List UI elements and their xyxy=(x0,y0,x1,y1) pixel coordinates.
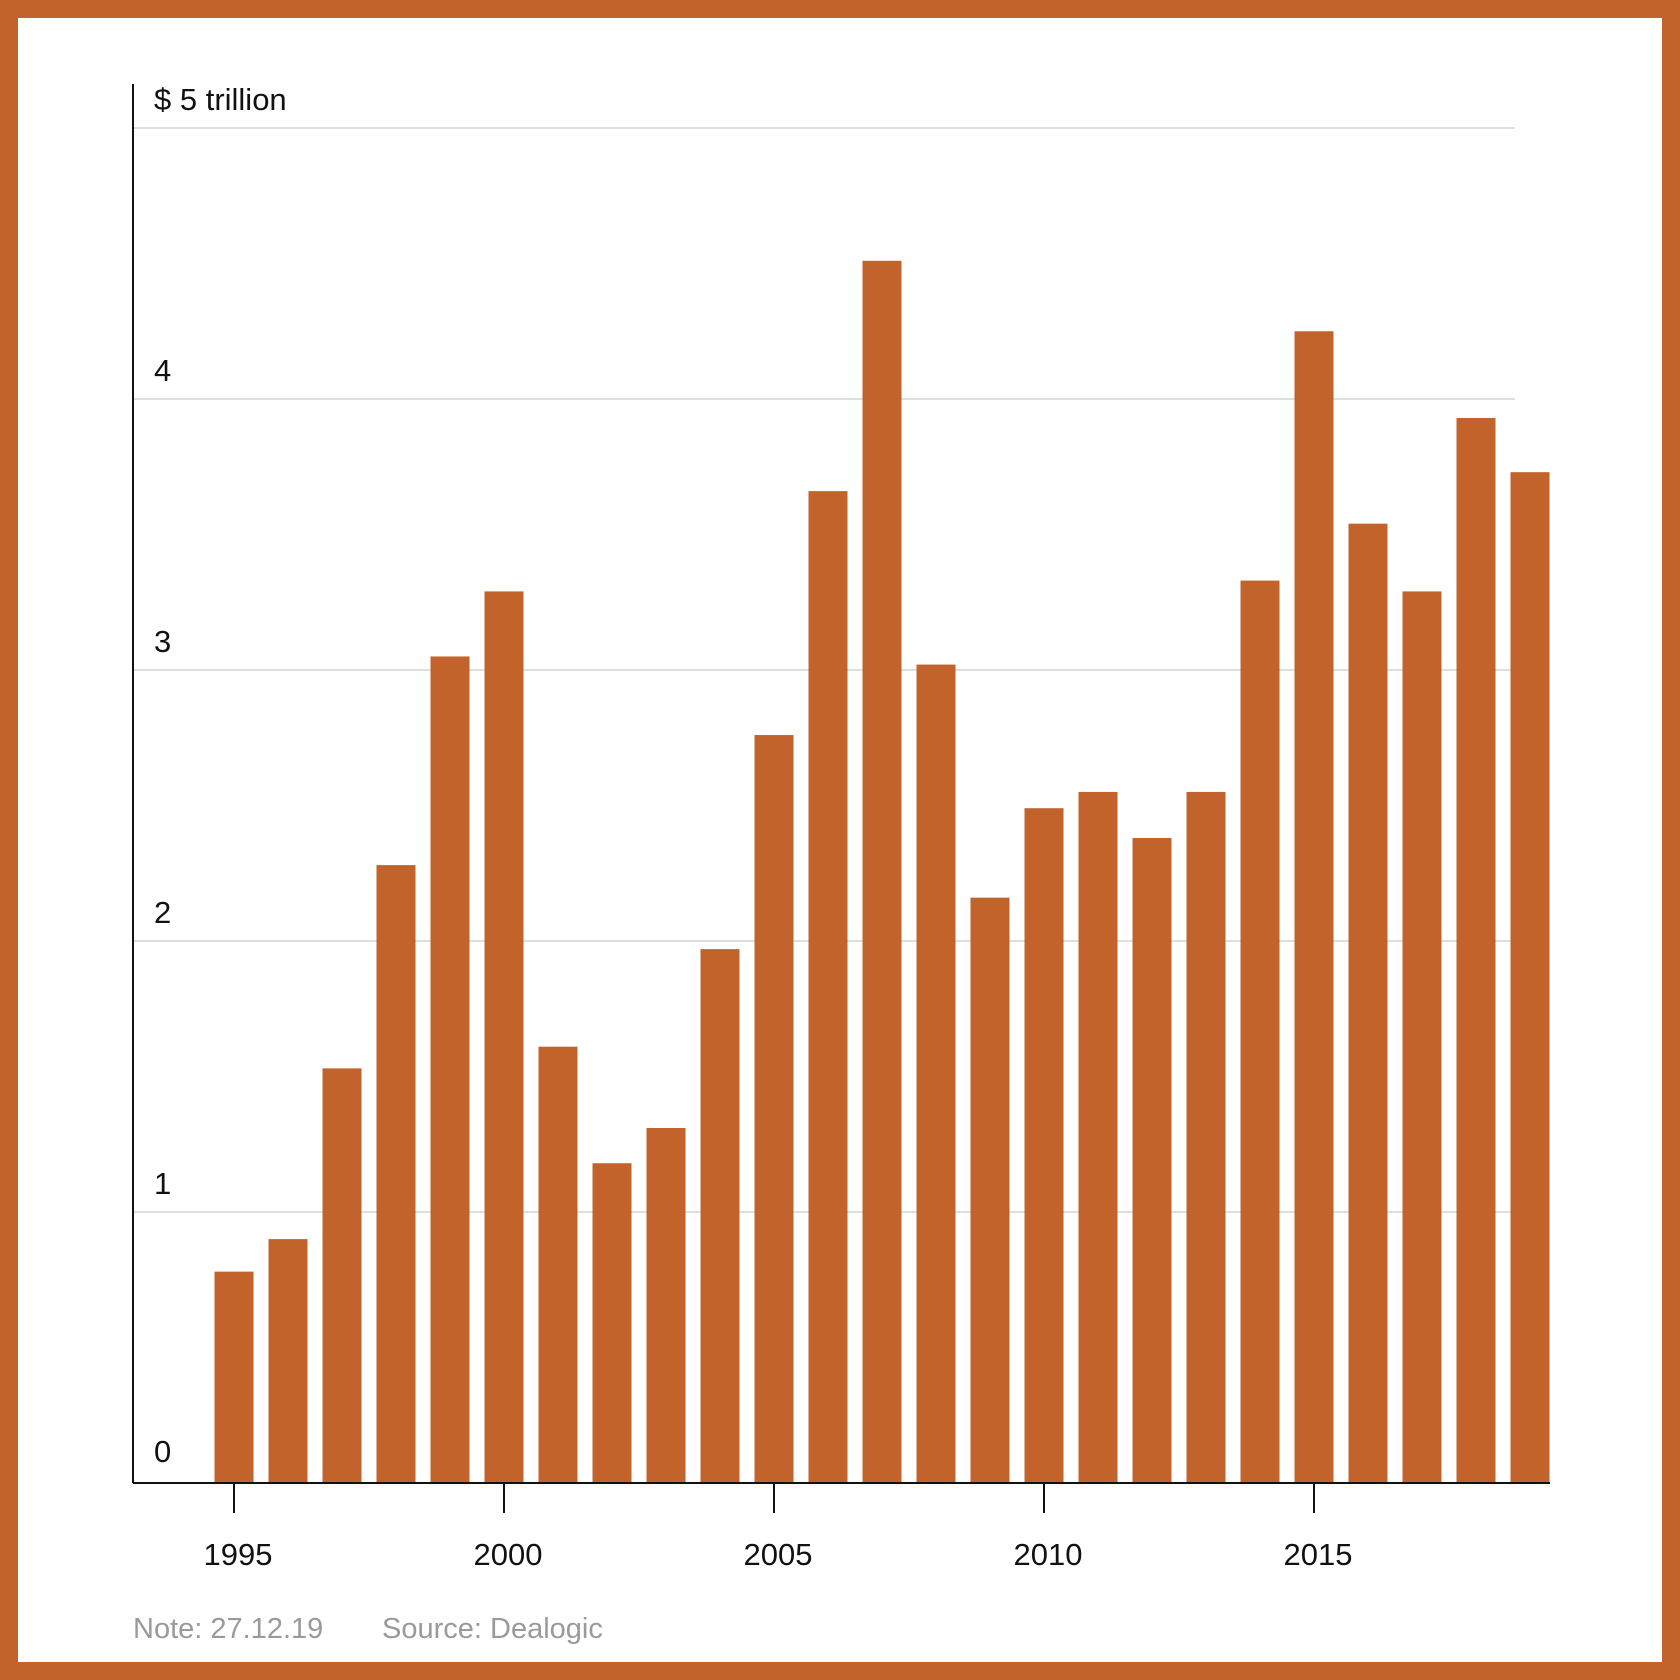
bar-2009 xyxy=(970,897,1010,1483)
bars xyxy=(214,260,1550,1484)
bar-2017 xyxy=(1402,591,1442,1483)
bar-1997 xyxy=(322,1068,362,1483)
bar-1999 xyxy=(430,656,470,1483)
bar-2003 xyxy=(646,1127,686,1483)
bar-2018 xyxy=(1456,417,1496,1484)
y-tick-label: 0 xyxy=(154,1434,171,1469)
x-tick-label: 2015 xyxy=(1284,1537,1353,1572)
bar-2004 xyxy=(700,949,740,1483)
bar-2011 xyxy=(1078,791,1118,1483)
y-tick-label: 1 xyxy=(154,1166,171,1201)
footer-source: Source: Dealogic xyxy=(382,1613,603,1645)
bar-2012 xyxy=(1132,838,1172,1483)
bar-1998 xyxy=(376,865,416,1483)
y-tick-label: $ 5 trillion xyxy=(154,82,287,117)
bar-2015 xyxy=(1294,331,1334,1483)
y-tick-labels: 0 1 2 3 4 $ 5 trillion xyxy=(154,82,287,1469)
bar-2019 xyxy=(1510,472,1550,1483)
bar-2005 xyxy=(754,735,794,1483)
x-tick-label: 1995 xyxy=(204,1537,273,1572)
bar-1995 xyxy=(214,1271,254,1483)
bar-2000 xyxy=(484,591,524,1483)
y-tick-label: 4 xyxy=(154,353,171,388)
y-tick-label: 2 xyxy=(154,895,171,930)
bar-2001 xyxy=(538,1046,578,1483)
bar-2008 xyxy=(916,664,956,1483)
bar-2006 xyxy=(808,491,848,1483)
footer-note: Note: 27.12.19 xyxy=(133,1613,323,1645)
bar-2002 xyxy=(592,1163,632,1483)
x-tick-labels: 1995 2000 2005 2010 2015 xyxy=(204,1483,1353,1572)
bar-2007 xyxy=(862,260,902,1483)
y-tick-label: 3 xyxy=(154,624,171,659)
bar-2010 xyxy=(1024,808,1064,1483)
x-tick-label: 2010 xyxy=(1014,1537,1083,1572)
axes xyxy=(132,84,1550,1484)
x-tick-label: 2005 xyxy=(744,1537,813,1572)
bar-2016 xyxy=(1348,523,1388,1483)
footer: Note: 27.12.19 Source: Dealogic xyxy=(133,1613,603,1645)
bar-2013 xyxy=(1186,791,1226,1483)
bar-1996 xyxy=(268,1239,308,1483)
bar-2014 xyxy=(1240,580,1280,1483)
x-tick-label: 2000 xyxy=(474,1537,543,1572)
